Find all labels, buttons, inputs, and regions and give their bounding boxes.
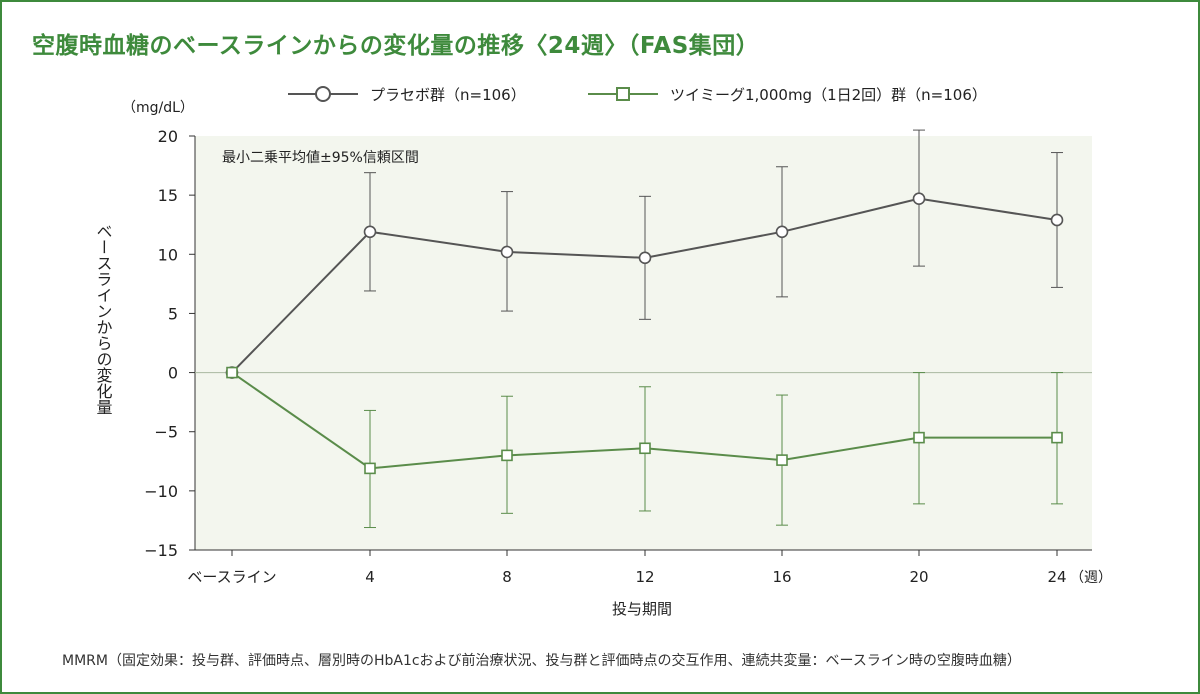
- x-tick-label: ベースライン: [187, 568, 276, 586]
- data-point: [912, 192, 926, 205]
- data-point: [775, 225, 789, 239]
- annotation-text: 最小二乗平均値±95%信頼区間: [222, 150, 419, 166]
- x-tick-label: 12: [635, 568, 654, 586]
- legend: プラセボ群（n=106） ツイミーグ1,000mg（1日2回）群（n=106）: [288, 86, 987, 104]
- data-point: [776, 454, 788, 466]
- data-point: [639, 442, 651, 455]
- y-tick-label: 5: [168, 304, 178, 323]
- x-tick-label: 16: [772, 568, 791, 586]
- series-placebo: [225, 129, 1064, 379]
- y-tick-label: 20: [158, 127, 178, 146]
- y-tick-label: −15: [144, 541, 178, 560]
- chart-title: 空腹時血糖のベースラインからの変化量の推移〈24週〉（FAS集団）: [32, 33, 760, 59]
- axes: 20 15 10 5 0 −5 −10 −15 ベースライン 4 8 12 16 20 24: [144, 127, 1092, 586]
- data-point: [226, 366, 238, 379]
- y-tick-label: 0: [168, 364, 178, 383]
- y-tick-label: −5: [154, 423, 178, 442]
- y-unit: （mg/dL）: [122, 100, 194, 116]
- legend-placebo-label: プラセボ群（n=106）: [370, 86, 526, 104]
- series-layer: [225, 129, 1064, 529]
- x-axis-label: 投与期間: [612, 600, 672, 618]
- y-tick-label: −10: [144, 482, 178, 501]
- y-tick-label: 15: [158, 186, 178, 205]
- series-drug: [226, 366, 1063, 529]
- legend-drug-marker: [616, 87, 630, 101]
- x-tick-label: 20: [909, 568, 928, 586]
- legend-drug-label: ツイミーグ1,000mg（1日2回）群（n=106）: [670, 86, 987, 104]
- legend-placebo-marker: [315, 86, 331, 102]
- data-point: [364, 462, 376, 475]
- data-point: [913, 431, 925, 444]
- data-point: [638, 251, 652, 265]
- plot-area: [195, 136, 1092, 550]
- data-point: [1051, 431, 1063, 444]
- x-tick-label: 8: [502, 568, 512, 586]
- data-point: [363, 225, 377, 239]
- data-point: [1050, 213, 1064, 227]
- y-tick-label: 10: [158, 245, 178, 264]
- footnote: MMRM（固定効果：投与群、評価時点、層別時のHbA1cおよび前治療状況、投与群…: [62, 653, 1021, 669]
- x-unit: （週）: [1070, 570, 1112, 586]
- x-tick-label: 4: [365, 568, 375, 586]
- data-point: [501, 449, 513, 462]
- x-tick-label: 24: [1047, 568, 1066, 586]
- data-point: [500, 245, 514, 259]
- y-axis-label: ベースラインからの変化量: [94, 223, 113, 415]
